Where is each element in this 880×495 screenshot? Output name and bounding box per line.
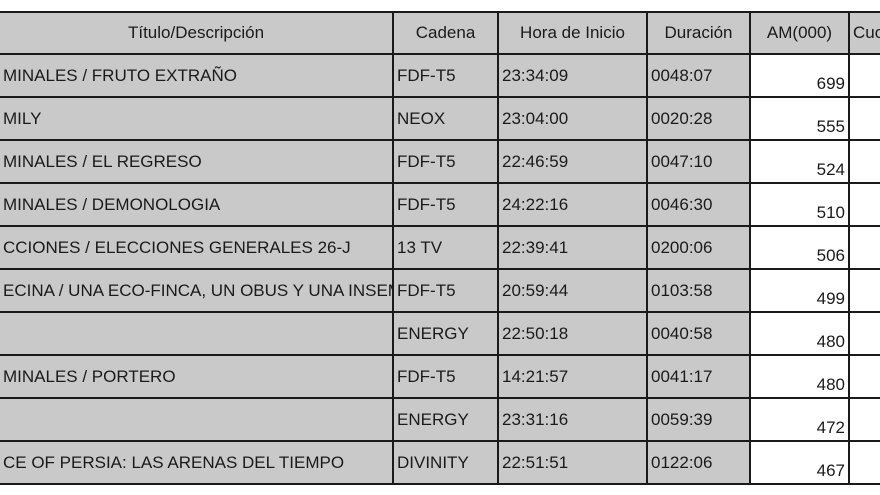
cell-titulo: MINALES / PORTERO [0,354,394,399]
cell-cuota [848,397,880,442]
cell-cadena: FDF-T5 [392,53,499,98]
cell-am: 480 [749,311,850,356]
cell-cuota [848,268,880,313]
cell-duracion: 0122:06 [646,440,751,485]
cell-cuota [848,139,880,184]
cell-cadena: ENERGY [392,397,499,442]
cell-am: 524 [749,139,850,184]
cell-cadena: NEOX [392,96,499,141]
cell-am: 506 [749,225,850,270]
audience-table: Título/Descripción Cadena Hora de Inicio… [0,11,880,485]
cell-cadena: FDF-T5 [392,354,499,399]
cell-hora: 23:34:09 [497,53,648,98]
cell-cuota [848,53,880,98]
cell-titulo: MINALES / FRUTO EXTRAÑO [0,53,394,98]
table-row: MINALES / EL REGRESO FDF-T5 22:46:59 0047:1… [0,139,880,184]
cell-titulo: MINALES / DEMONOLOGIA [0,182,394,227]
cell-cuota [848,354,880,399]
cell-hora: 22:39:41 [497,225,648,270]
cell-duracion: 0200:06 [646,225,751,270]
cell-titulo: MINALES / EL REGRESO [0,139,394,184]
cell-am: 480 [749,354,850,399]
cell-duracion: 0048:07 [646,53,751,98]
cell-duracion: 0046:30 [646,182,751,227]
cell-duracion: 0103:58 [646,268,751,313]
cell-titulo: MILY [0,96,394,141]
table-row: MILY NEOX 23:04:00 0020:28 555 [0,96,880,141]
cell-hora: 22:50:18 [497,311,648,356]
cell-hora: 22:51:51 [497,440,648,485]
cell-cuota [848,440,880,485]
cell-hora: 22:46:59 [497,139,648,184]
cell-cadena: 13 TV [392,225,499,270]
cell-duracion: 0059:39 [646,397,751,442]
cell-titulo: ECINA / UNA ECO-FINCA, UN OBUS Y UNA INS… [0,268,394,313]
cell-hora: 23:04:00 [497,96,648,141]
table-row: MINALES / FRUTO EXTRAÑO FDF-T5 23:34:09 004… [0,53,880,98]
cell-hora: 20:59:44 [497,268,648,313]
table-row: ENERGY 22:50:18 0040:58 480 [0,311,880,356]
cell-hora: 24:22:16 [497,182,648,227]
cell-am: 699 [749,53,850,98]
cell-am: 467 [749,440,850,485]
cell-cadena: ENERGY [392,311,499,356]
table-row: CCIONES / ELECCIONES GENERALES 26-J 13 TV… [0,225,880,270]
table-row: CE OF PERSIA: LAS ARENAS DEL TIEMPO DIVIN… [0,440,880,485]
header-cuota: Cuo [848,11,880,55]
table-row: ECINA / UNA ECO-FINCA, UN OBUS Y UNA INS… [0,268,880,313]
cell-cadena: DIVINITY [392,440,499,485]
cell-cadena: FDF-T5 [392,139,499,184]
table-row: MINALES / PORTERO FDF-T5 14:21:57 0041:17 48… [0,354,880,399]
cell-am: 472 [749,397,850,442]
cell-titulo [0,397,394,442]
cell-duracion: 0041:17 [646,354,751,399]
cell-hora: 23:31:16 [497,397,648,442]
table-row: MINALES / DEMONOLOGIA FDF-T5 24:22:16 0046:… [0,182,880,227]
header-hora: Hora de Inicio [497,11,648,55]
cell-cuota [848,182,880,227]
header-cadena: Cadena [392,11,499,55]
header-duracion: Duración [646,11,751,55]
cell-duracion: 0047:10 [646,139,751,184]
cell-cuota [848,96,880,141]
cell-duracion: 0020:28 [646,96,751,141]
cell-titulo: CE OF PERSIA: LAS ARENAS DEL TIEMPO [0,440,394,485]
header-titulo: Título/Descripción [0,11,394,55]
cell-cuota [848,225,880,270]
cell-cuota [848,311,880,356]
cell-cadena: FDF-T5 [392,182,499,227]
cell-titulo: CCIONES / ELECCIONES GENERALES 26-J [0,225,394,270]
table-row: ENERGY 23:31:16 0059:39 472 [0,397,880,442]
cell-am: 499 [749,268,850,313]
cell-cadena: FDF-T5 [392,268,499,313]
cell-am: 555 [749,96,850,141]
cell-duracion: 0040:58 [646,311,751,356]
cell-titulo [0,311,394,356]
cell-am: 510 [749,182,850,227]
cell-hora: 14:21:57 [497,354,648,399]
header-am: AM(000) [749,11,850,55]
header-row: Título/Descripción Cadena Hora de Inicio… [0,11,880,55]
